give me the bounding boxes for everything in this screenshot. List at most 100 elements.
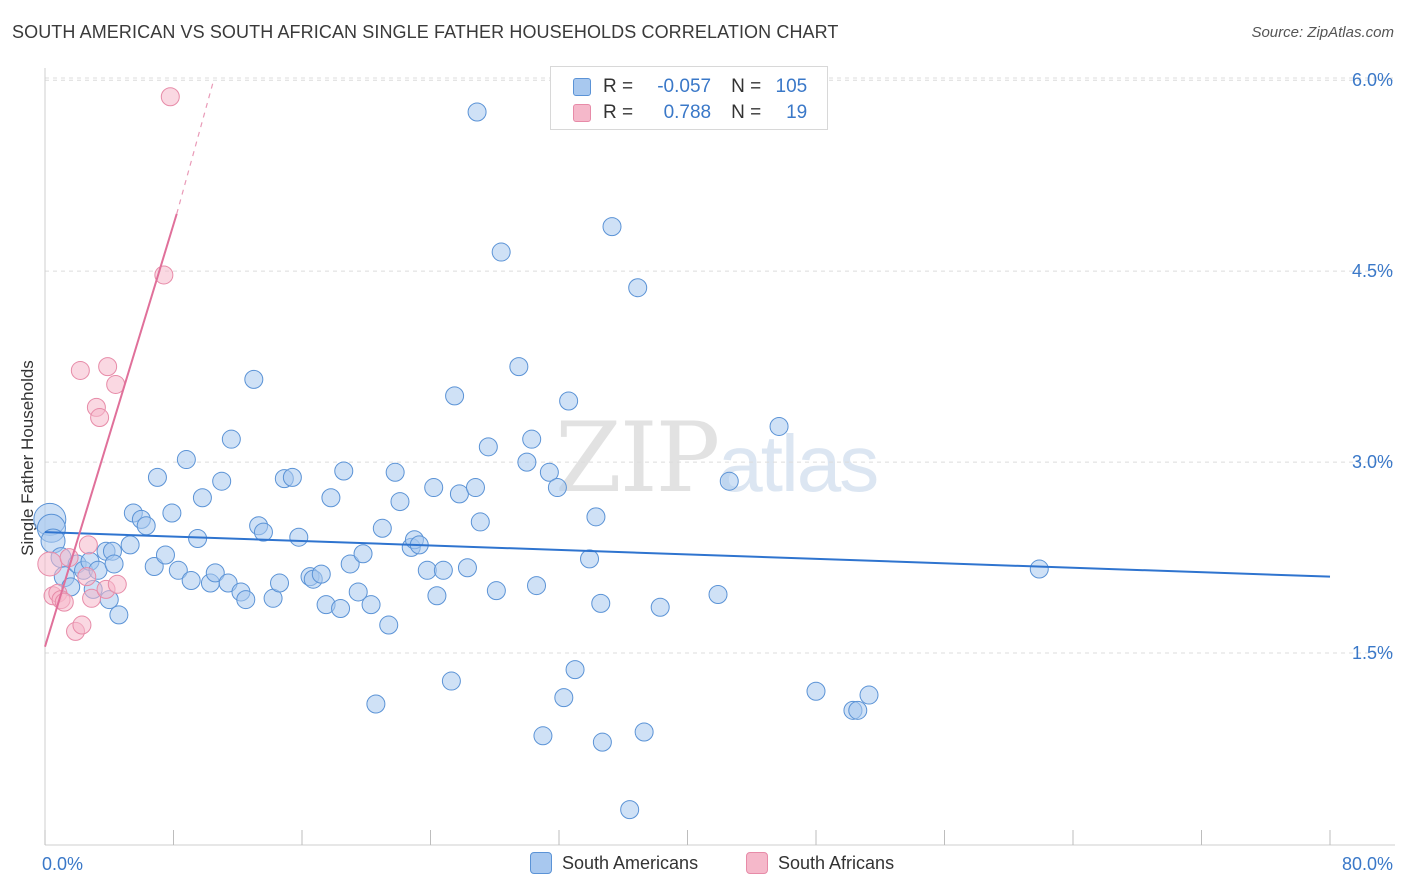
stats-r-label: R = (603, 102, 634, 123)
south-american-point (181, 570, 201, 590)
stats-r-label: R = (603, 76, 634, 97)
south-american-point (848, 700, 868, 720)
south-american-point (385, 462, 405, 482)
x-tick-label: 0.0% (42, 854, 83, 874)
south-american-point (441, 671, 461, 691)
legend-swatch-blue (530, 852, 552, 874)
south-american-point (212, 471, 232, 491)
south-african-trendline-extension (176, 80, 215, 215)
chart-title: SOUTH AMERICAN VS SOUTH AFRICAN SINGLE F… (12, 22, 839, 42)
south-american-point (445, 386, 465, 406)
south-american-point (334, 461, 354, 481)
legend-label: South Americans (562, 852, 699, 873)
south-american-point (136, 516, 156, 536)
south-american-point (547, 478, 567, 498)
south-american-point (559, 391, 579, 411)
south-american-point (168, 560, 188, 580)
south-american-point (539, 462, 559, 482)
stats-n-value: 105 (775, 76, 808, 97)
south-american-point (634, 722, 654, 742)
south-american-point (236, 590, 256, 610)
south-american-point (708, 584, 728, 604)
south-american-point (769, 416, 789, 436)
south-african-point (98, 357, 118, 377)
south-american-point (331, 598, 351, 618)
south-american-point (311, 564, 331, 584)
south-american-point (620, 800, 640, 820)
south-american-point (427, 586, 447, 606)
south-african-point (90, 408, 110, 428)
south-american-point (372, 518, 392, 538)
south-american-point (486, 581, 506, 601)
south-american-point (289, 527, 309, 547)
south-american-point (253, 522, 273, 542)
south-american-point (650, 597, 670, 617)
south-american-point (348, 582, 368, 602)
stats-row-south-americans: R = -0.057 N = 105 (573, 74, 807, 100)
legend-item-south-africans[interactable]: South Africans (746, 852, 894, 874)
south-american-point (533, 726, 553, 746)
south-american-point (580, 549, 600, 569)
south-american-point (270, 573, 290, 593)
south-american-point (470, 512, 490, 532)
south-american-point (424, 478, 444, 498)
south-african-point (107, 574, 127, 594)
south-american-point (109, 605, 129, 625)
south-american-point (467, 102, 487, 122)
south-african-point (37, 551, 63, 577)
south-american-point (602, 217, 622, 237)
south-american-point (457, 558, 477, 578)
y-tick-label: 1.5% (1352, 643, 1393, 663)
source-label: Source: ZipAtlas.com (1251, 24, 1394, 41)
south-american-point (120, 535, 140, 555)
south-american-point (321, 488, 341, 508)
south-american-point (144, 556, 164, 576)
stats-swatch-blue (573, 78, 591, 96)
south-american-point (104, 554, 124, 574)
south-american-point (244, 369, 264, 389)
south-american-point (147, 467, 167, 487)
south-american-point (554, 688, 574, 708)
south-african-point (70, 360, 90, 380)
south-american-point (192, 488, 212, 508)
south-american-point (340, 554, 360, 574)
south-american-point (719, 471, 739, 491)
south-african-point (78, 535, 98, 555)
legend-item-south-americans[interactable]: South Americans (530, 852, 698, 874)
stats-r-value: 0.788 (663, 102, 712, 123)
south-american-point (517, 452, 537, 472)
watermark-atlas: atlas (718, 419, 879, 508)
south-american-point (586, 507, 606, 527)
south-american-point (565, 660, 585, 680)
points-layer (33, 87, 1049, 820)
stats-swatch-pink (573, 104, 591, 122)
axis-layer (44, 68, 1395, 846)
tick-label-layer: 1.5% 3.0% 4.5% 6.0% 0.0% 80.0% (42, 70, 1393, 874)
south-american-point (353, 544, 373, 564)
south-american-trendline (44, 531, 1331, 578)
south-american-point (221, 429, 241, 449)
south-african-trendline (44, 213, 178, 647)
south-american-point (522, 429, 542, 449)
south-american-point (417, 560, 437, 580)
south-american-point (176, 450, 196, 470)
stats-r-value: -0.057 (657, 76, 712, 97)
south-american-point (366, 694, 386, 714)
south-american-point (433, 560, 453, 580)
y-tick-label: 6.0% (1352, 70, 1393, 90)
south-american-point (592, 732, 612, 752)
south-american-point (527, 576, 547, 596)
south-american-point (478, 437, 498, 457)
stats-legend: R = -0.057 N = 105 R = 0.788 N = 19 (550, 66, 828, 130)
south-american-point (390, 492, 410, 512)
x-tick-label: 80.0% (1342, 854, 1393, 874)
watermark: ZIPatlas (555, 402, 879, 514)
trend-layer (44, 80, 1331, 647)
south-american-point (155, 545, 175, 565)
south-american-point (628, 278, 648, 298)
legend-label: South Africans (778, 852, 895, 873)
grid-layer (45, 77, 1395, 654)
south-african-point (160, 87, 180, 107)
south-american-point (491, 242, 511, 262)
